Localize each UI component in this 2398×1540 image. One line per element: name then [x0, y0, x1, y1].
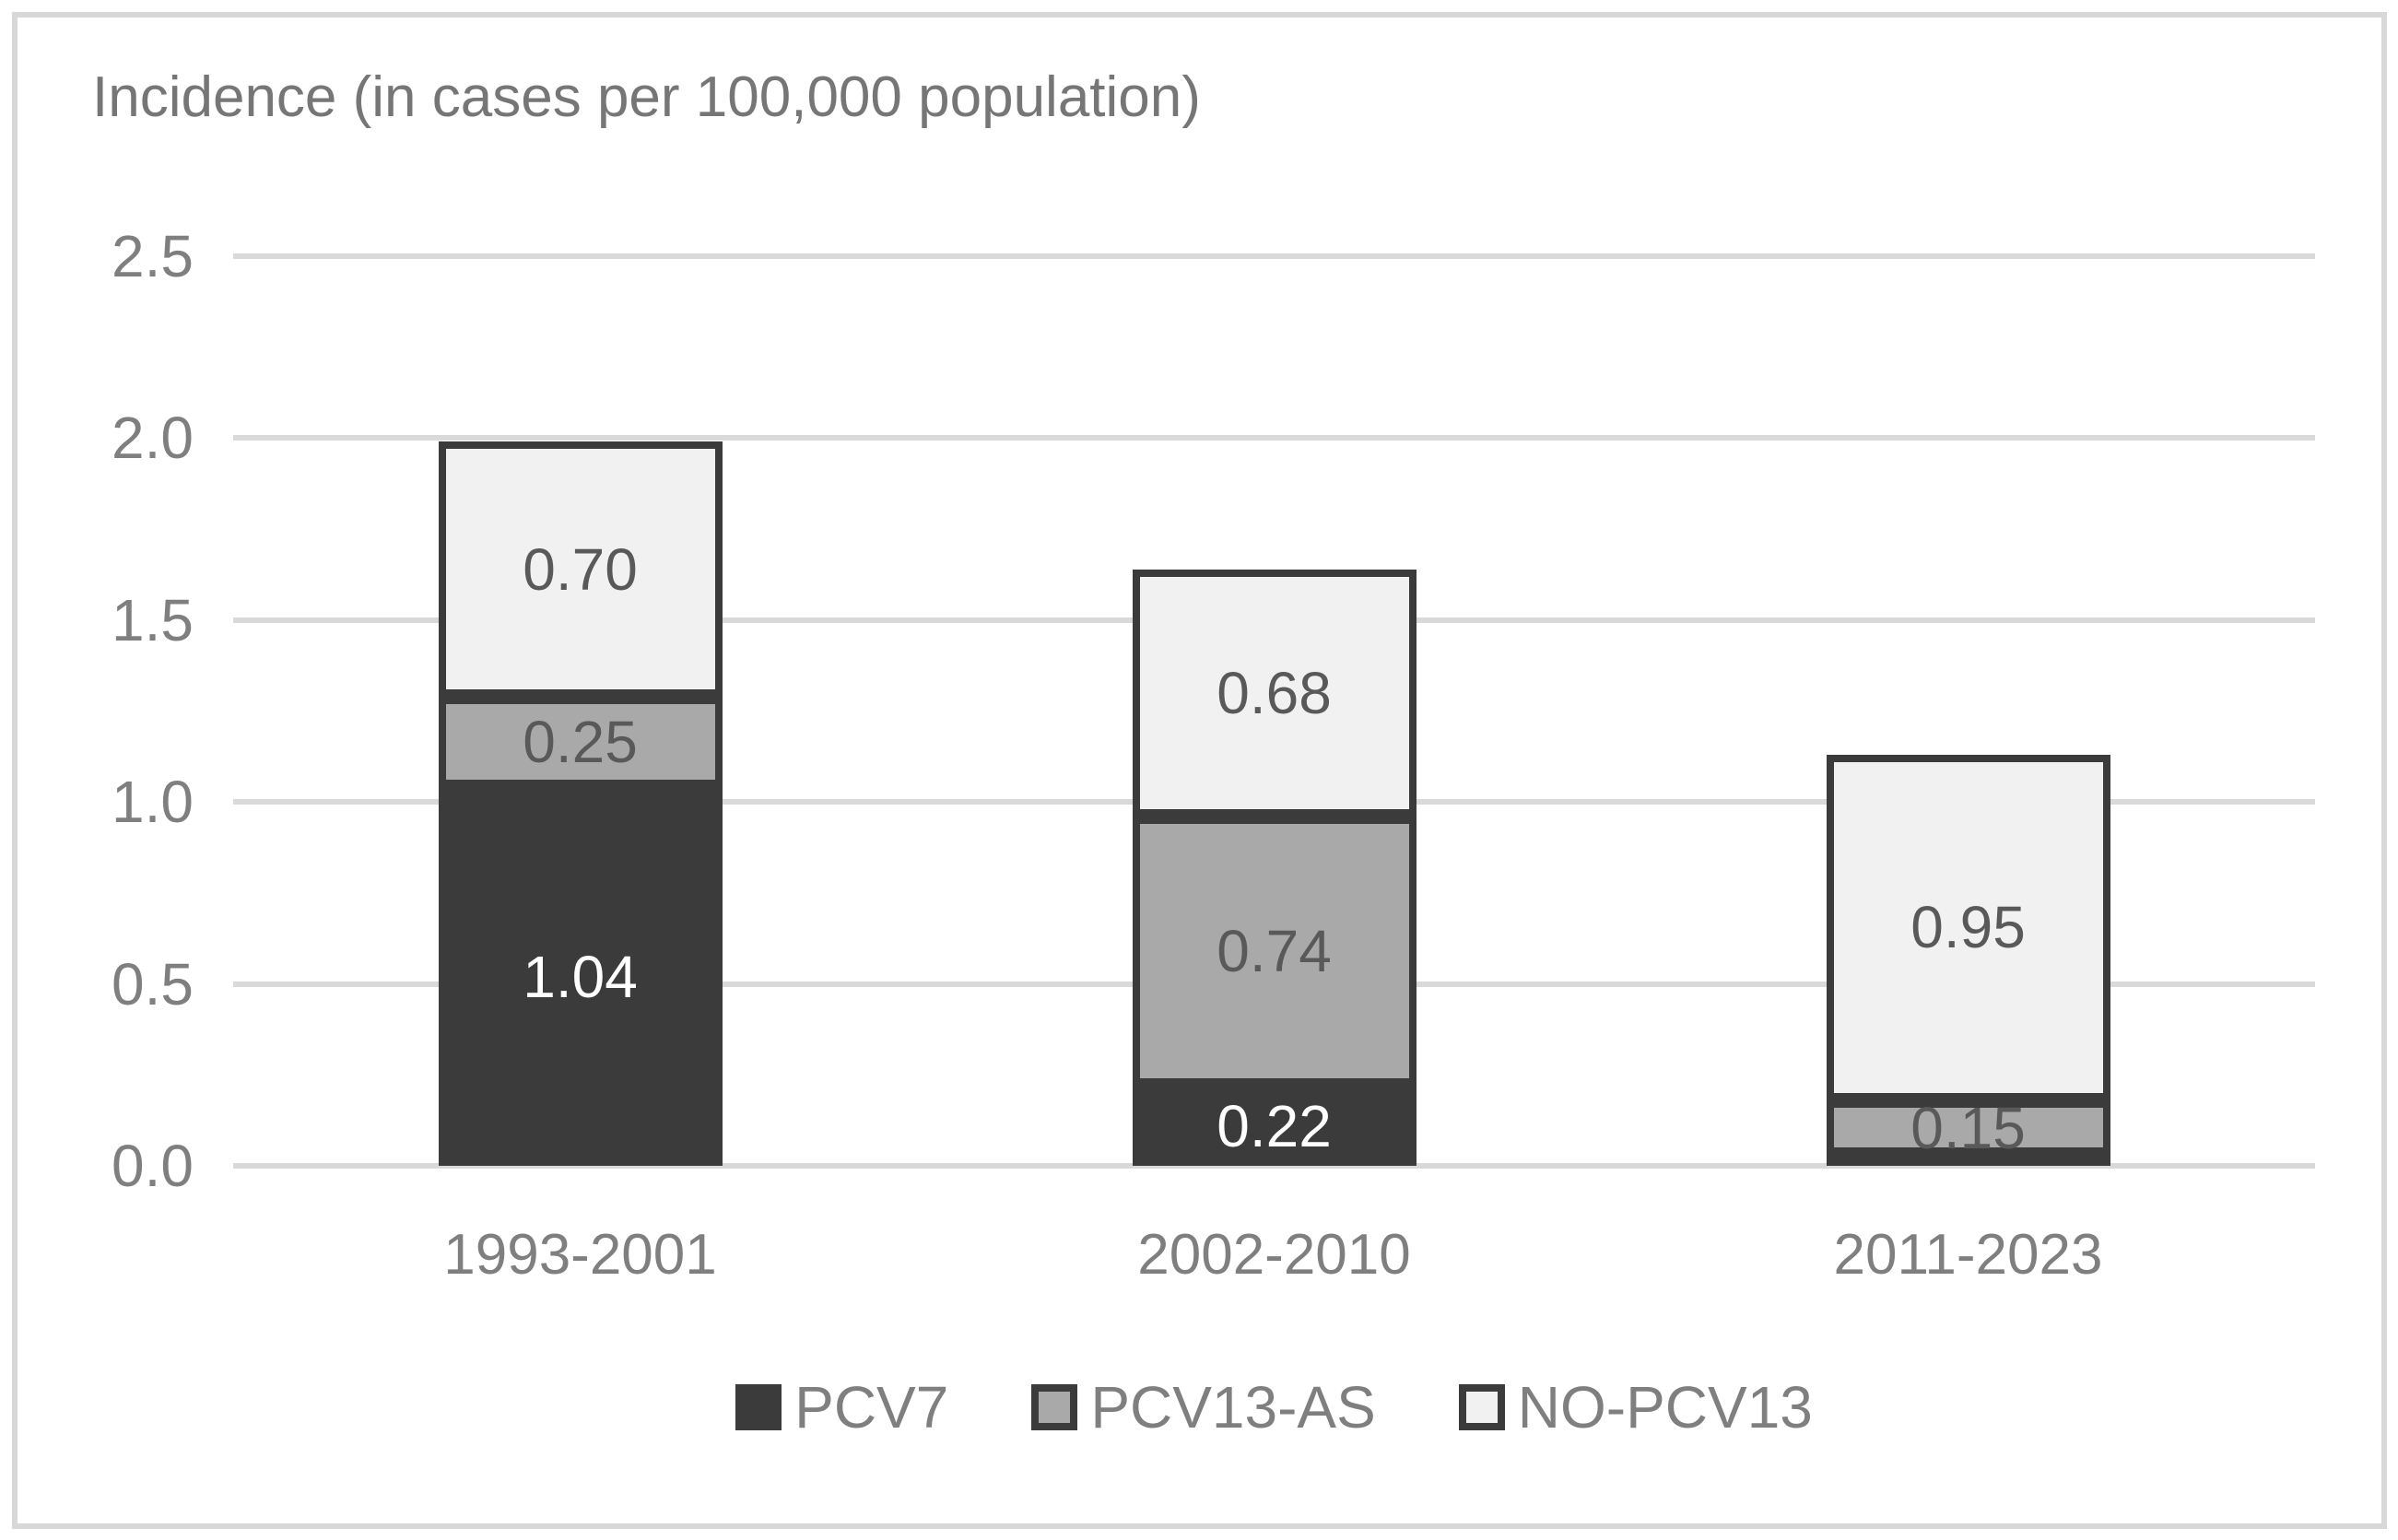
legend-swatch-icon: [735, 1384, 782, 1430]
bar-segment-pcv13-as: 0.15: [1826, 1094, 2110, 1161]
bar-segment-pcv13-as: 0.74: [1132, 816, 1416, 1087]
bar-segment-pcv7: 1.04: [438, 787, 723, 1166]
gridline: [233, 435, 2315, 441]
value-label: 0.22: [1217, 1092, 1332, 1159]
legend: PCV7 PCV13-AS NO-PCV13: [233, 1377, 2315, 1438]
bar-segment-no-pcv13: 0.70: [438, 441, 723, 697]
y-axis-tick-label: 2.0: [112, 405, 194, 472]
legend-label: PCV13-AS: [1090, 1374, 1376, 1440]
legend-item-pcv7: PCV7: [735, 1378, 948, 1437]
x-axis-tick-label: 1993-2001: [443, 1223, 717, 1287]
legend-label: PCV7: [794, 1374, 949, 1440]
x-axis-tick-label: 2011-2023: [1833, 1223, 2103, 1287]
value-label: 0.68: [1217, 659, 1332, 726]
gridline: [233, 253, 2315, 259]
value-label: 1.04: [523, 943, 638, 1010]
bar-segment-pcv13-as: 0.25: [438, 696, 723, 788]
value-label: 0.70: [523, 535, 638, 603]
y-axis-tick-label: 0.5: [112, 950, 194, 1017]
legend-swatch-icon: [1031, 1384, 1078, 1430]
legend-item-no-pcv13: NO-PCV13: [1458, 1374, 1813, 1440]
bar-segment-no-pcv13: 0.95: [1826, 754, 2110, 1100]
legend-item-pcv13-as: PCV13-AS: [1031, 1374, 1376, 1440]
chart-frame-border: [12, 12, 2387, 1529]
chart-title: Incidence (in cases per 100,000 populati…: [92, 65, 1201, 129]
y-axis-tick-label: 2.5: [112, 223, 194, 289]
y-axis-tick-label: 0.0: [112, 1133, 194, 1199]
y-axis-tick-label: 1.5: [112, 586, 194, 653]
x-axis-tick-label: 2002-2010: [1137, 1223, 1411, 1287]
y-axis-tick-label: 1.0: [112, 769, 194, 836]
bar-segment-pcv7: 0.22: [1132, 1086, 1416, 1166]
value-label: 0.15: [1910, 1094, 2026, 1161]
legend-swatch-icon: [1458, 1384, 1505, 1430]
gridline: [233, 1163, 2315, 1169]
legend-label: NO-PCV13: [1517, 1374, 1813, 1440]
value-label: 0.95: [1910, 894, 2026, 961]
value-label: 0.74: [1217, 918, 1332, 985]
bar-segment-no-pcv13: 0.68: [1132, 569, 1416, 817]
value-label: 0.25: [523, 709, 638, 776]
